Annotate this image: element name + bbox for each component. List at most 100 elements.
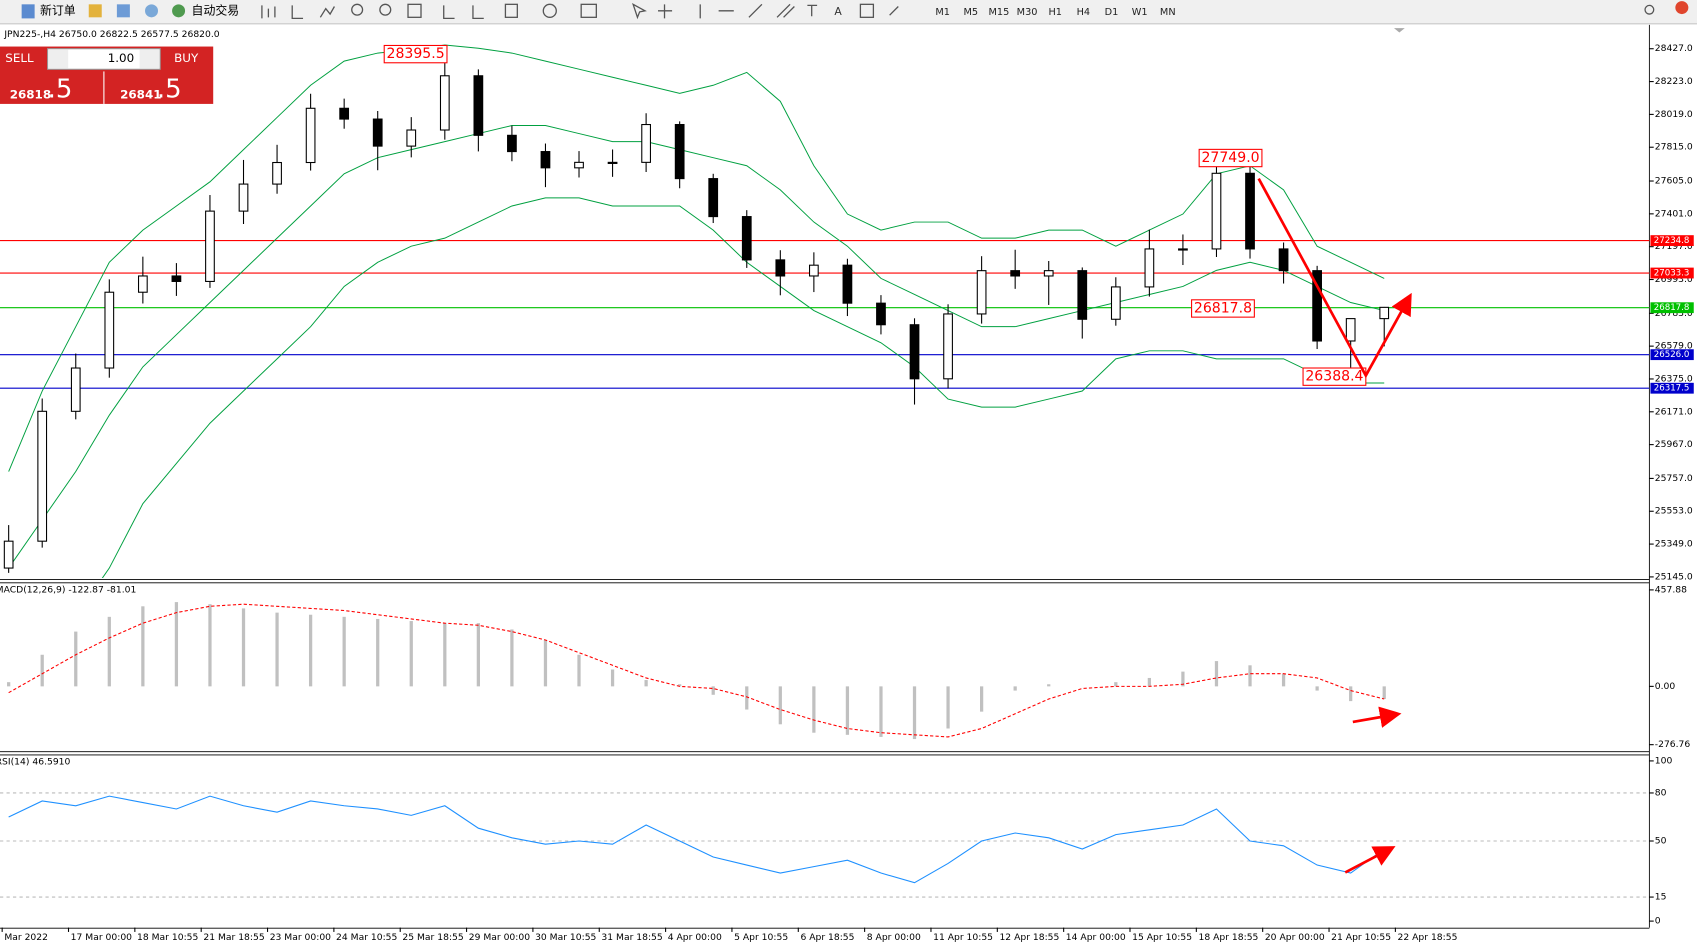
candle-body — [574, 161, 584, 169]
notification-badge[interactable] — [1675, 1, 1689, 15]
candle-body — [137, 275, 148, 293]
candle-body — [708, 178, 719, 218]
x-tick-label: 24 Mar 10:55 — [336, 932, 397, 943]
x-tick-label: 20 Apr 00:00 — [1265, 932, 1325, 943]
sell-button[interactable]: SELL — [5, 51, 34, 65]
timeframe-button[interactable]: M30 — [1017, 7, 1038, 18]
timeframe-button[interactable]: D1 — [1105, 7, 1119, 18]
macd-histogram-bar — [879, 686, 883, 737]
level-price-tag — [1650, 235, 1694, 247]
one-click-trading-panel: SELL BUY 1.00 26818 .5 26841 .5 — [0, 46, 214, 104]
indicator-title: MACD(12,26,9) -122.87 -81.01 — [0, 584, 136, 595]
level-price-label: 27033.3 — [1654, 269, 1690, 279]
icon[interactable] — [116, 4, 130, 18]
macd-histogram-bar — [376, 618, 380, 687]
y-tick-label: 28427.0 — [1655, 43, 1693, 54]
y-tick-label: 25349.0 — [1655, 539, 1693, 550]
macd-histogram-bar — [610, 669, 615, 687]
candle-body — [1312, 270, 1322, 342]
tool-icons: A — [261, 2, 1655, 20]
price-plot — [0, 44, 1650, 578]
y-tick-label: 26993.0 — [1655, 274, 1693, 285]
macd-histogram-bar — [912, 686, 917, 740]
indicator-title: JPN225-,H4 26750.0 26822.5 26577.5 26820… — [3, 29, 219, 40]
candle-body — [1245, 172, 1255, 250]
buy-button[interactable]: BUY — [174, 51, 199, 65]
icon[interactable] — [88, 4, 102, 18]
candle-body — [775, 259, 786, 277]
x-tick-label: 6 Apr 18:55 — [800, 932, 854, 943]
candle-body — [1211, 172, 1222, 250]
timeframe-button[interactable]: W1 — [1132, 7, 1148, 18]
x-tick-label: 25 Mar 18:55 — [402, 932, 463, 943]
macd-histogram-bar — [74, 631, 78, 687]
timeframe-button[interactable]: MN — [1160, 7, 1176, 18]
macd-histogram-bar — [1147, 677, 1151, 687]
x-tick-label: 5 Apr 10:55 — [734, 932, 788, 943]
timeframe-button[interactable]: M1 — [935, 7, 950, 18]
candle-body — [976, 270, 987, 315]
macd-histogram-bar — [174, 602, 179, 687]
macd-histogram-bar — [711, 686, 715, 695]
macd-histogram-bar — [40, 654, 44, 687]
candle-body — [674, 123, 685, 180]
buy-price-pip[interactable]: .5 — [157, 74, 182, 104]
candle-body — [104, 291, 115, 369]
level-price-tag — [1650, 382, 1694, 394]
candle-body — [1278, 248, 1289, 272]
macd-histogram-bar — [7, 682, 11, 687]
candle-body — [909, 324, 920, 380]
x-tick-label: 12 Apr 18:55 — [999, 932, 1059, 943]
level-price-tag — [1650, 349, 1694, 361]
x-tick-label: 29 Mar 00:00 — [469, 932, 530, 943]
timeframe-button[interactable]: M5 — [964, 7, 979, 18]
level-price-tag — [1650, 267, 1694, 279]
x-tick-label: 11 Apr 10:55 — [933, 932, 993, 943]
macd-histogram-bar — [443, 623, 447, 687]
new-order-button[interactable]: 新订单 — [40, 3, 76, 17]
y-tick-label: 50 — [1655, 836, 1667, 847]
sell-price[interactable]: 26818 — [10, 88, 51, 102]
candle-body — [1144, 248, 1155, 288]
level-price-label: 26817.8 — [1654, 303, 1690, 313]
macd-histogram-bar — [678, 684, 682, 687]
buy-price[interactable]: 26841 — [120, 88, 161, 102]
candle-body — [808, 264, 819, 277]
candle-body — [406, 129, 417, 147]
bollinger-band — [8, 125, 1385, 569]
sell-price-pip[interactable]: .5 — [48, 74, 73, 104]
macd-histogram-bar — [644, 680, 648, 687]
auto-trading-button[interactable]: 自动交易 — [192, 3, 240, 17]
macd-histogram-bar — [409, 621, 413, 687]
y-tick-label: 25757.0 — [1655, 473, 1693, 484]
lot-input[interactable]: 1.00 — [108, 51, 134, 65]
candle-body — [339, 107, 350, 120]
timeframe-button[interactable]: H1 — [1048, 7, 1062, 18]
icon[interactable] — [145, 4, 159, 18]
timeframe-button[interactable]: H4 — [1077, 7, 1091, 18]
macd-histogram-bar — [1114, 682, 1118, 687]
rsi-line — [8, 795, 1385, 884]
macd-histogram-bar — [543, 640, 548, 687]
price-annotation: 26388.4 — [1305, 369, 1363, 385]
candle-body — [1110, 286, 1121, 320]
timeframe-button[interactable]: M15 — [989, 7, 1010, 18]
macd-histogram-bar — [1248, 665, 1252, 687]
y-tick-label: 26171.0 — [1655, 406, 1693, 417]
macd-histogram-bar — [208, 604, 212, 687]
x-tick-label: 23 Mar 00:00 — [270, 932, 331, 943]
candle-body — [641, 123, 651, 163]
x-tick-label: 4 Apr 00:00 — [668, 932, 722, 943]
macd-histogram-bar — [745, 686, 749, 710]
candle-body — [70, 367, 81, 412]
auto-trading-icon[interactable] — [172, 4, 186, 18]
level-price-label: 26317.5 — [1654, 384, 1690, 394]
candle-body — [238, 183, 249, 212]
level-price-tag — [1650, 302, 1694, 314]
candle-body — [607, 161, 618, 164]
macd-histogram-bar — [1382, 686, 1386, 700]
new-order-icon[interactable] — [21, 4, 35, 19]
y-tick-label: 27815.0 — [1655, 142, 1693, 153]
timeframe-bar: M1 M5 M15 M30 H1 H4 D1 W1 MN — [935, 7, 1175, 18]
x-tick-label: 30 Mar 10:55 — [535, 932, 596, 943]
